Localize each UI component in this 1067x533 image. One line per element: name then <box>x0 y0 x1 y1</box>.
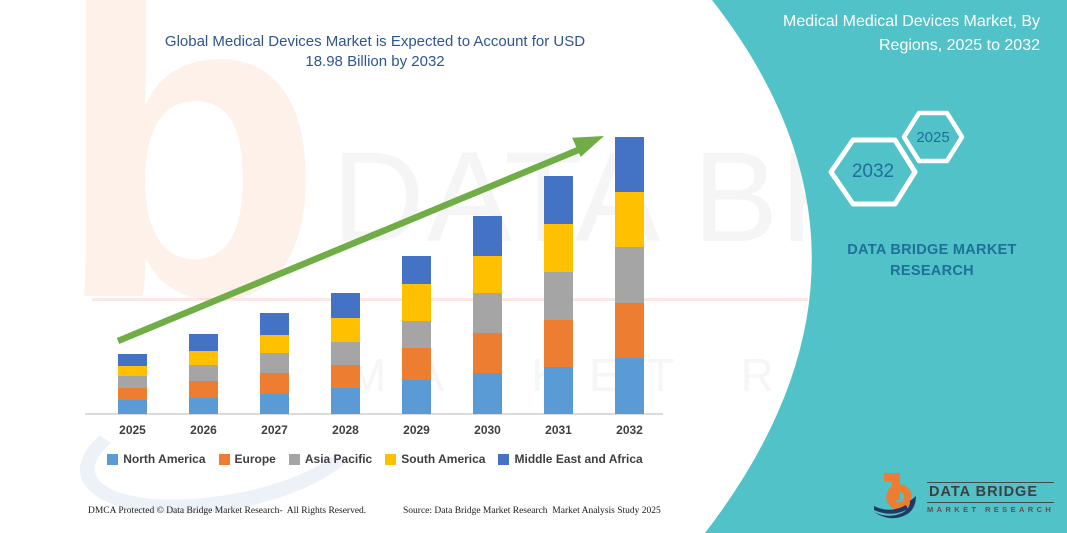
bar-segment-middle-east-and-africa <box>615 137 644 192</box>
x-axis-label-2032: 2032 <box>616 423 643 437</box>
x-axis-label-2030: 2030 <box>474 423 501 437</box>
bar-segment-europe <box>118 388 147 400</box>
legend-swatch-icon <box>385 453 397 465</box>
bar-segment-north-america <box>402 380 431 414</box>
legend-swatch-icon <box>107 453 119 465</box>
legend-label: Europe <box>234 452 276 466</box>
panel-title-line1: Medical Medical Devices Market, By <box>783 13 1040 30</box>
legend-item-asia-pacific: Asia Pacific <box>288 452 373 466</box>
panel-title: Medical Medical Devices Market, By Regio… <box>730 10 1040 58</box>
x-axis-label-2028: 2028 <box>332 423 359 437</box>
legend-item-north-america: North America <box>107 452 206 466</box>
footer-dmca-text: DMCA Protected © Data Bridge Market Rese… <box>88 506 367 516</box>
bar-segment-north-america <box>331 388 360 414</box>
bar-segment-europe <box>402 348 431 380</box>
x-axis-label-2025: 2025 <box>119 423 146 437</box>
hexagon-2025: 2025 <box>901 109 965 165</box>
hexagon-outline-icon <box>901 110 965 164</box>
legend-label: South America <box>401 452 486 466</box>
bar-segment-europe <box>189 380 218 398</box>
bar-segment-asia-pacific <box>331 341 360 365</box>
bar-segment-north-america <box>118 400 147 414</box>
bar-segment-north-america <box>260 394 289 414</box>
panel-brand-line2: RESEARCH <box>890 263 974 279</box>
bar-segment-middle-east-and-africa <box>118 354 147 366</box>
dbmr-logo-icon <box>874 473 916 519</box>
x-axis-label-2027: 2027 <box>261 423 288 437</box>
footer-source-text: Source: Data Bridge Market Research Mark… <box>403 506 661 516</box>
bar-segment-europe <box>260 373 289 395</box>
panel-brand-text: DATA BRIDGE MARKET RESEARCH <box>817 240 1047 282</box>
legend-item-south-america: South America <box>385 452 485 466</box>
bar-2025 <box>118 354 147 414</box>
x-axis-label-2031: 2031 <box>545 423 572 437</box>
panel-brand-line1: DATA BRIDGE MARKET <box>847 242 1017 258</box>
hexagon-2032: 2032 <box>827 136 919 208</box>
logo-title: DATA BRIDGE <box>927 482 1055 503</box>
chart-legend: North America Europe Asia Pacific South Ame… <box>80 452 670 466</box>
hexagon-2032-label: 2032 <box>851 161 895 182</box>
legend-swatch-icon <box>218 453 230 465</box>
bar-segment-asia-pacific <box>615 246 644 303</box>
chart-title-line2: 18.98 Billion by 2032 <box>305 53 445 70</box>
bar-segment-europe <box>615 302 644 359</box>
legend-label: North America <box>123 452 206 466</box>
logo-subtitle: MARKET RESEARCH <box>927 505 1055 514</box>
bar-segment-asia-pacific <box>118 376 147 389</box>
x-axis-line <box>85 413 663 415</box>
bar-2032 <box>615 137 644 414</box>
bar-segment-asia-pacific <box>189 364 218 381</box>
dbmr-logo: DATA BRIDGE MARKET RESEARCH <box>872 472 1055 524</box>
x-axis-label-2029: 2029 <box>403 423 430 437</box>
bar-segment-north-america <box>544 366 573 414</box>
legend-swatch-icon <box>498 453 510 465</box>
dbmr-logo-text: DATA BRIDGE MARKET RESEARCH <box>927 482 1055 514</box>
panel-title-line2: Regions, 2025 to 2032 <box>878 37 1040 54</box>
bar-segment-north-america <box>189 397 218 414</box>
bar-segment-south-america <box>118 365 147 377</box>
legend-label: Middle East and Africa <box>514 452 643 466</box>
legend-label: Asia Pacific <box>304 452 373 466</box>
x-axis-label-2026: 2026 <box>190 423 217 437</box>
bar-segment-north-america <box>473 373 502 414</box>
bar-segment-europe <box>331 364 360 389</box>
legend-swatch-icon <box>288 453 300 465</box>
bar-segment-south-america <box>615 191 644 247</box>
bar-segment-south-america <box>189 351 218 365</box>
bar-segment-north-america <box>615 358 644 414</box>
hexagon-2025-label: 2025 <box>916 128 950 146</box>
hexagon-outline-icon <box>828 137 918 207</box>
legend-item-middle-east-and-africa: Middle East and Africa <box>498 452 643 466</box>
chart-title: Global Medical Devices Market is Expecte… <box>95 32 655 72</box>
legend-item-europe: Europe <box>218 452 276 466</box>
chart-title-line1: Global Medical Devices Market is Expecte… <box>164 33 586 50</box>
bar-segment-asia-pacific <box>260 353 289 374</box>
